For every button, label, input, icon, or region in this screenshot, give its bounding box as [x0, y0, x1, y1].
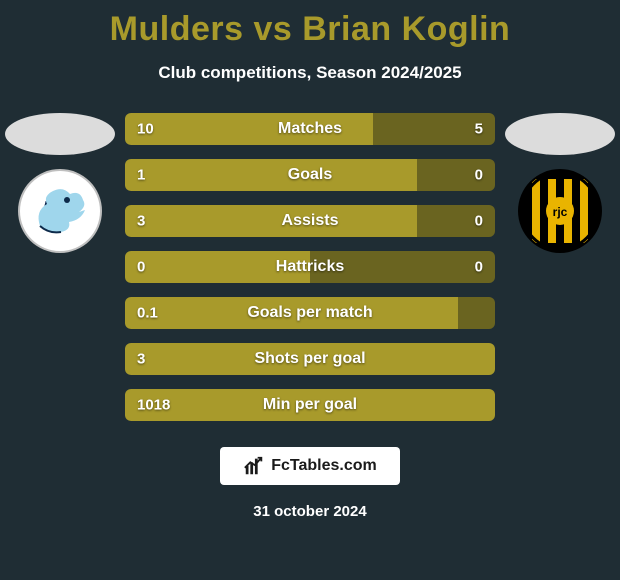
stat-value-right: 0 [475, 167, 483, 184]
stat-label: Matches [278, 120, 342, 138]
comparison-area: rjc 105Matches10Goals30Assists00Hattrick… [0, 113, 620, 421]
svg-text:rjc: rjc [553, 205, 568, 219]
date-label: 31 october 2024 [0, 503, 620, 520]
stat-value-left: 3 [137, 351, 145, 368]
stat-label: Assists [282, 212, 339, 230]
stat-seg-right [458, 297, 495, 329]
stat-value-left: 10 [137, 121, 154, 138]
stat-row: 1 0 Goals [125, 159, 495, 191]
player-left-column [0, 113, 120, 253]
stat-value-right: 0 [475, 259, 483, 276]
stat-value-left: 0 [137, 259, 145, 276]
shield-stripes-icon: rjc [520, 171, 600, 251]
stat-value-left: 1018 [137, 397, 170, 414]
stat-label: Min per goal [263, 396, 357, 414]
stat-row: 0.1 Goals per match [125, 297, 495, 329]
chart-icon [243, 455, 265, 477]
brand-text: FcTables.com [271, 457, 377, 475]
player-right-column: rjc [500, 113, 620, 253]
stat-value-right: 0 [475, 213, 483, 230]
stat-value-left: 0.1 [137, 305, 158, 322]
stat-row: 3 Shots per goal [125, 343, 495, 375]
stat-value-left: 1 [137, 167, 145, 184]
stat-bars: 105Matches10Goals30Assists00Hattricks0.1… [125, 113, 495, 421]
stat-label: Hattricks [276, 258, 344, 276]
stat-row: 3 0 Assists [125, 205, 495, 237]
player-left-photo-placeholder [5, 113, 115, 155]
stat-row: 1018 Min per goal [125, 389, 495, 421]
stat-row: 0 0 Hattricks [125, 251, 495, 283]
stat-value-right: 5 [475, 121, 483, 138]
stat-label: Shots per goal [254, 350, 365, 368]
stat-label: Goals per match [247, 304, 372, 322]
player-right-photo-placeholder [505, 113, 615, 155]
stat-label: Goals [288, 166, 332, 184]
crest-left [18, 169, 102, 253]
stat-seg-right [417, 205, 495, 237]
brand-badge: FcTables.com [220, 447, 400, 485]
stat-value-left: 3 [137, 213, 145, 230]
stat-seg-left [125, 205, 417, 237]
stat-seg-right [417, 159, 495, 191]
stat-seg-left [125, 159, 417, 191]
page-title: Mulders vs Brian Koglin [0, 0, 620, 49]
subtitle: Club competitions, Season 2024/2025 [0, 63, 620, 83]
stat-row: 10 5 Matches [125, 113, 495, 145]
crest-right: rjc [518, 169, 602, 253]
dragon-icon [25, 176, 95, 246]
